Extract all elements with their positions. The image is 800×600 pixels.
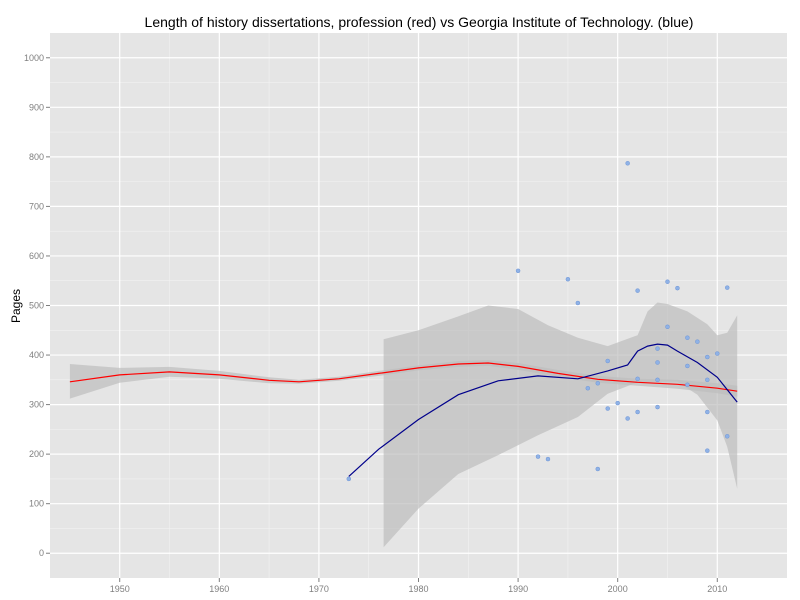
y-tick-label: 300 bbox=[29, 400, 44, 410]
data-point bbox=[635, 409, 640, 415]
data-point bbox=[724, 434, 730, 439]
x-tick-label: 1980 bbox=[408, 584, 428, 594]
x-tick-label: 2010 bbox=[707, 584, 727, 594]
data-point bbox=[705, 354, 710, 360]
y-tick-label: 900 bbox=[29, 102, 44, 112]
y-tick-label: 600 bbox=[29, 251, 44, 261]
data-point bbox=[685, 363, 690, 369]
y-tick-label: 1000 bbox=[24, 53, 44, 63]
data-point bbox=[665, 279, 670, 284]
data-point bbox=[515, 268, 521, 274]
data-point bbox=[655, 346, 660, 351]
y-tick-label: 800 bbox=[29, 152, 44, 162]
x-tick-labels: 1950 1960 1970 1980 1990 2000 2010 bbox=[110, 584, 728, 594]
data-point bbox=[595, 466, 601, 472]
y-tick-label: 100 bbox=[29, 499, 44, 509]
data-point bbox=[585, 385, 591, 391]
x-tick-label: 1990 bbox=[508, 584, 528, 594]
data-point bbox=[625, 416, 630, 421]
data-point bbox=[655, 377, 660, 383]
y-tick-label: 200 bbox=[29, 449, 44, 459]
data-point bbox=[635, 288, 640, 293]
smooth-lines bbox=[69, 343, 738, 477]
y-tick-label: 400 bbox=[29, 350, 44, 360]
data-points bbox=[346, 161, 730, 482]
data-point bbox=[346, 476, 352, 482]
y-tick-label: 0 bbox=[39, 548, 44, 558]
data-point bbox=[724, 285, 730, 290]
data-point bbox=[625, 161, 630, 166]
profession-smooth-line bbox=[69, 362, 738, 392]
y-tick-labels: 0 100 200 300 400 500 600 700 800 900 1000 bbox=[24, 53, 44, 558]
data-point bbox=[655, 404, 660, 410]
data-point bbox=[605, 358, 610, 364]
data-point bbox=[595, 381, 601, 386]
x-tick-label: 1970 bbox=[309, 584, 329, 594]
data-point bbox=[705, 448, 710, 453]
data-point bbox=[695, 339, 700, 344]
x-tick-label: 1960 bbox=[209, 584, 229, 594]
georgia-tech-smooth-line bbox=[348, 343, 738, 477]
data-point bbox=[655, 360, 660, 365]
data-point bbox=[635, 376, 640, 382]
data-point bbox=[715, 351, 720, 356]
data-point bbox=[665, 324, 670, 330]
data-point bbox=[605, 406, 610, 411]
x-tick-label: 1950 bbox=[110, 584, 130, 594]
data-point bbox=[535, 454, 541, 459]
data-point bbox=[565, 276, 571, 282]
data-point bbox=[685, 335, 690, 340]
data-point bbox=[615, 400, 620, 406]
data-point bbox=[685, 382, 690, 388]
y-tick-label: 700 bbox=[29, 201, 44, 211]
data-point bbox=[675, 285, 680, 291]
x-tick-label: 2000 bbox=[608, 584, 628, 594]
data-point bbox=[575, 300, 581, 306]
y-tick-label: 500 bbox=[29, 301, 44, 311]
data-point bbox=[705, 377, 710, 383]
chart-title: Length of history dissertations, profess… bbox=[144, 14, 694, 30]
data-point bbox=[705, 409, 710, 415]
data-point bbox=[545, 456, 551, 462]
axis-ticks bbox=[46, 57, 718, 582]
